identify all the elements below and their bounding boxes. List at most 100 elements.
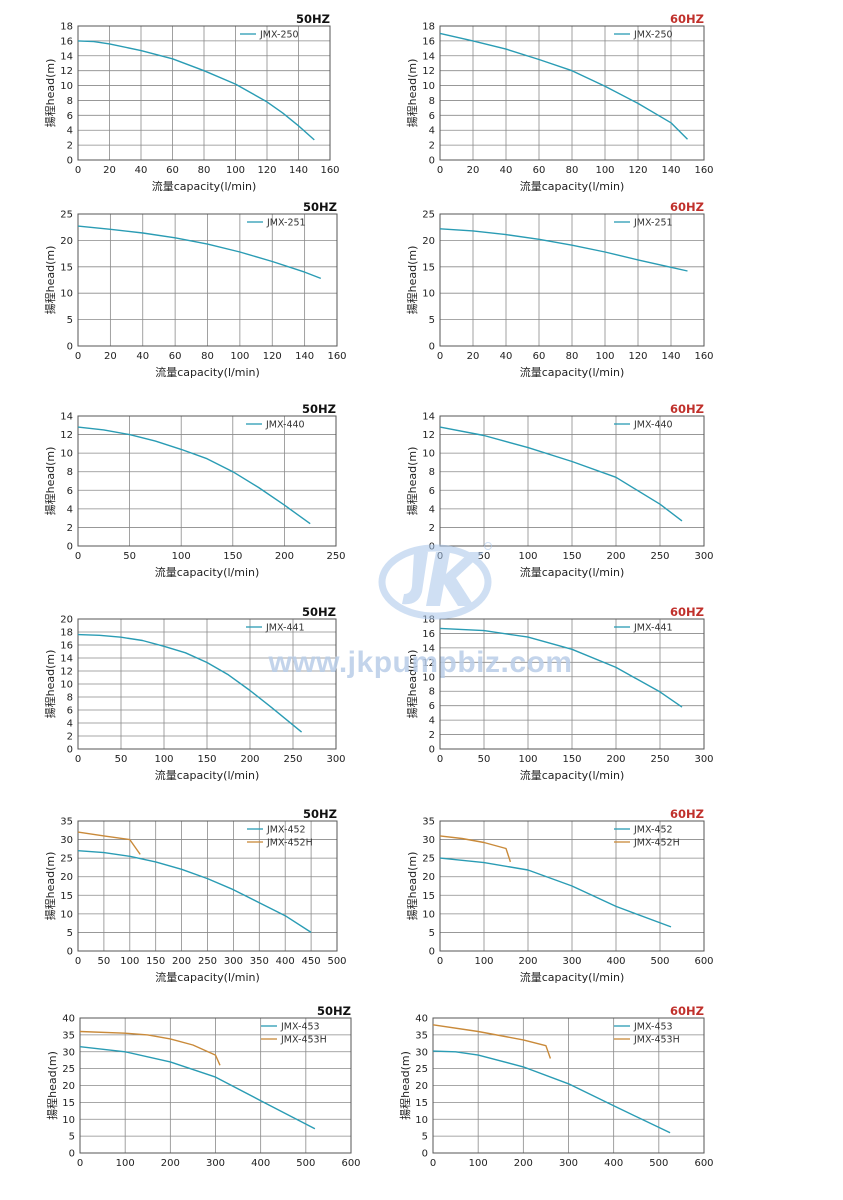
x-tick-label: 80 <box>566 351 579 362</box>
y-tick-label: 12 <box>422 430 435 441</box>
x-tick-label: 300 <box>206 1158 225 1169</box>
x-axis-label: 流量capacity(l/min) <box>520 179 625 193</box>
x-tick-label: 0 <box>437 551 443 562</box>
y-tick-label: 10 <box>60 449 73 460</box>
x-tick-label: 300 <box>694 551 713 562</box>
series-line-JMX-453H <box>432 1024 552 1059</box>
y-tick-label: 4 <box>67 126 73 137</box>
y-tick-label: 18 <box>60 22 73 33</box>
x-tick-label: 120 <box>257 165 276 176</box>
y-tick-label: 4 <box>429 504 435 515</box>
y-tick-label: 15 <box>422 891 435 902</box>
x-tick-label: 300 <box>224 956 243 967</box>
y-tick-label: 6 <box>67 486 73 497</box>
x-tick-label: 600 <box>341 1158 360 1169</box>
x-tick-label: 160 <box>694 165 713 176</box>
x-tick-label: 40 <box>135 165 148 176</box>
x-tick-label: 150 <box>146 956 165 967</box>
y-tick-label: 5 <box>429 928 435 939</box>
y-tick-label: 18 <box>60 628 73 639</box>
y-tick-label: 0 <box>429 156 435 167</box>
y-tick-label: 35 <box>422 817 435 828</box>
chart-panel-8: 0 50 100 150 200 250 300 0 2 4 6 8 10 12 14 16 18 60HZ 流量c… <box>406 605 714 782</box>
x-axis-label: 流量capacity(l/min) <box>520 768 625 782</box>
x-tick-label: 500 <box>296 1158 315 1169</box>
y-tick-label: 12 <box>60 66 73 77</box>
y-tick-label: 2 <box>67 523 73 534</box>
x-tick-label: 60 <box>166 165 179 176</box>
plot-frame <box>432 1017 705 1154</box>
plot-frame <box>77 415 337 547</box>
y-tick-label: 10 <box>422 672 435 683</box>
x-axis-label: 流量capacity(l/min) <box>155 565 260 579</box>
y-tick-label: 10 <box>60 289 73 300</box>
chart-title: 50HZ <box>303 807 337 821</box>
chart-panel-1: 0 20 40 60 80 100 120 140 160 0 2 4 6 8 10 12 14 16 18 50HZ… <box>44 12 340 193</box>
y-tick-label: 15 <box>415 1098 428 1109</box>
y-tick-label: 8 <box>429 467 435 478</box>
y-tick-label: 10 <box>422 81 435 92</box>
x-tick-label: 200 <box>161 1158 180 1169</box>
y-tick-label: 0 <box>429 342 435 353</box>
chart-panel-12: 0 100 200 300 400 500 600 0 5 10 15 20 25 30 35 40 60HZ 揚… <box>399 1004 714 1169</box>
series-line-JMX-250 <box>77 40 315 141</box>
x-axis-label: 流量capacity(l/min) <box>155 768 260 782</box>
x-tick-label: 140 <box>289 165 308 176</box>
y-tick-label: 0 <box>429 745 435 756</box>
x-tick-label: 100 <box>116 1158 135 1169</box>
y-tick-label: 16 <box>422 36 435 47</box>
legend-label: JMX-251 <box>266 218 306 229</box>
x-tick-label: 200 <box>275 551 294 562</box>
plot-frame <box>77 618 337 750</box>
x-tick-label: 100 <box>230 351 249 362</box>
y-tick-label: 2 <box>429 730 435 741</box>
y-tick-label: 35 <box>415 1030 428 1041</box>
x-tick-label: 0 <box>75 551 81 562</box>
y-tick-label: 6 <box>429 701 435 712</box>
y-tick-label: 18 <box>422 615 435 626</box>
y-tick-label: 14 <box>422 412 435 423</box>
legend-label: JMX-441 <box>265 623 305 634</box>
plot-frame <box>439 415 705 547</box>
chart-title: 60HZ <box>670 200 704 214</box>
y-axis-label: 揚程head(m) <box>406 447 419 516</box>
y-tick-label: 25 <box>60 210 73 221</box>
x-tick-label: 20 <box>104 351 117 362</box>
y-tick-label: 40 <box>415 1014 428 1025</box>
y-tick-label: 15 <box>62 1098 75 1109</box>
y-tick-label: 20 <box>422 872 435 883</box>
y-tick-label: 14 <box>60 51 73 62</box>
x-tick-label: 50 <box>98 956 111 967</box>
x-tick-label: 150 <box>197 754 216 765</box>
y-tick-label: 12 <box>422 66 435 77</box>
plot-frame <box>79 1017 352 1154</box>
y-tick-label: 20 <box>60 615 73 626</box>
legend-label: JMX-441 <box>633 623 673 634</box>
chart-panel-2: 0 20 40 60 80 100 120 140 160 0 2 4 6 8 10 12 14 16 18 60HZ… <box>406 12 714 193</box>
x-tick-label: 120 <box>628 351 647 362</box>
chart-title: 60HZ <box>670 605 704 619</box>
y-tick-label: 16 <box>60 641 73 652</box>
chart-panel-11: 0 100 200 300 400 500 600 0 5 10 15 20 25 30 35 40 50HZ 揚… <box>46 1004 361 1169</box>
y-axis-label: 揚程head(m) <box>406 59 419 128</box>
y-tick-label: 25 <box>422 210 435 221</box>
y-tick-label: 0 <box>67 156 73 167</box>
y-tick-label: 0 <box>67 342 73 353</box>
chart-panel-10: 0 100 200 300 400 500 600 0 5 10 15 20 25 30 35 60HZ 流量c… <box>406 807 714 984</box>
y-tick-label: 10 <box>422 909 435 920</box>
y-tick-label: 18 <box>422 22 435 33</box>
y-tick-label: 14 <box>422 643 435 654</box>
x-tick-label: 20 <box>103 165 116 176</box>
x-tick-label: 0 <box>75 754 81 765</box>
y-axis-label: 揚程head(m) <box>406 650 419 719</box>
y-tick-label: 12 <box>60 667 73 678</box>
x-tick-label: 160 <box>320 165 339 176</box>
plot-frame <box>77 213 338 347</box>
x-tick-label: 0 <box>75 351 81 362</box>
x-tick-label: 100 <box>595 351 614 362</box>
y-tick-label: 8 <box>429 96 435 107</box>
y-tick-label: 0 <box>429 947 435 958</box>
x-tick-label: 600 <box>694 956 713 967</box>
y-tick-label: 10 <box>60 909 73 920</box>
